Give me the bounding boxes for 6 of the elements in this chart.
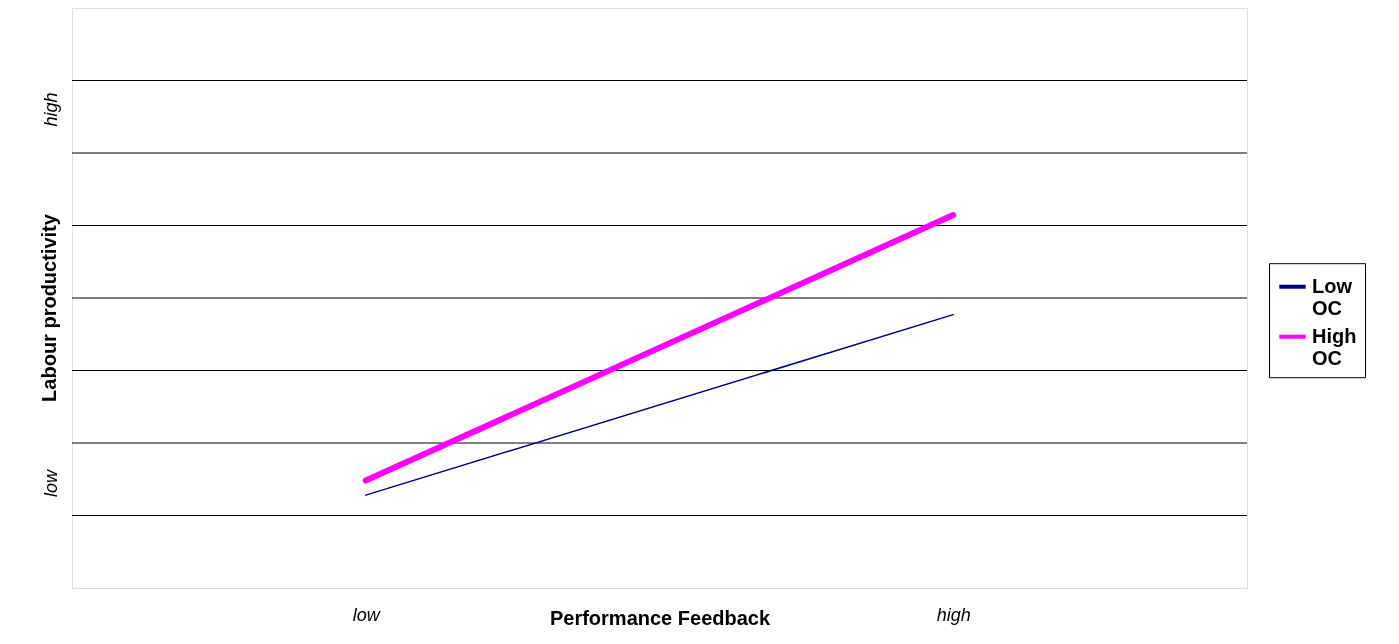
legend-label: Low OC [1312,274,1353,319]
text: high [41,92,61,127]
x-axis-title: Performance Feedback [549,606,771,629]
y-axis-title: Labour productivity [38,213,60,402]
legend-label: High OC [1312,324,1357,369]
text: low [41,469,61,498]
